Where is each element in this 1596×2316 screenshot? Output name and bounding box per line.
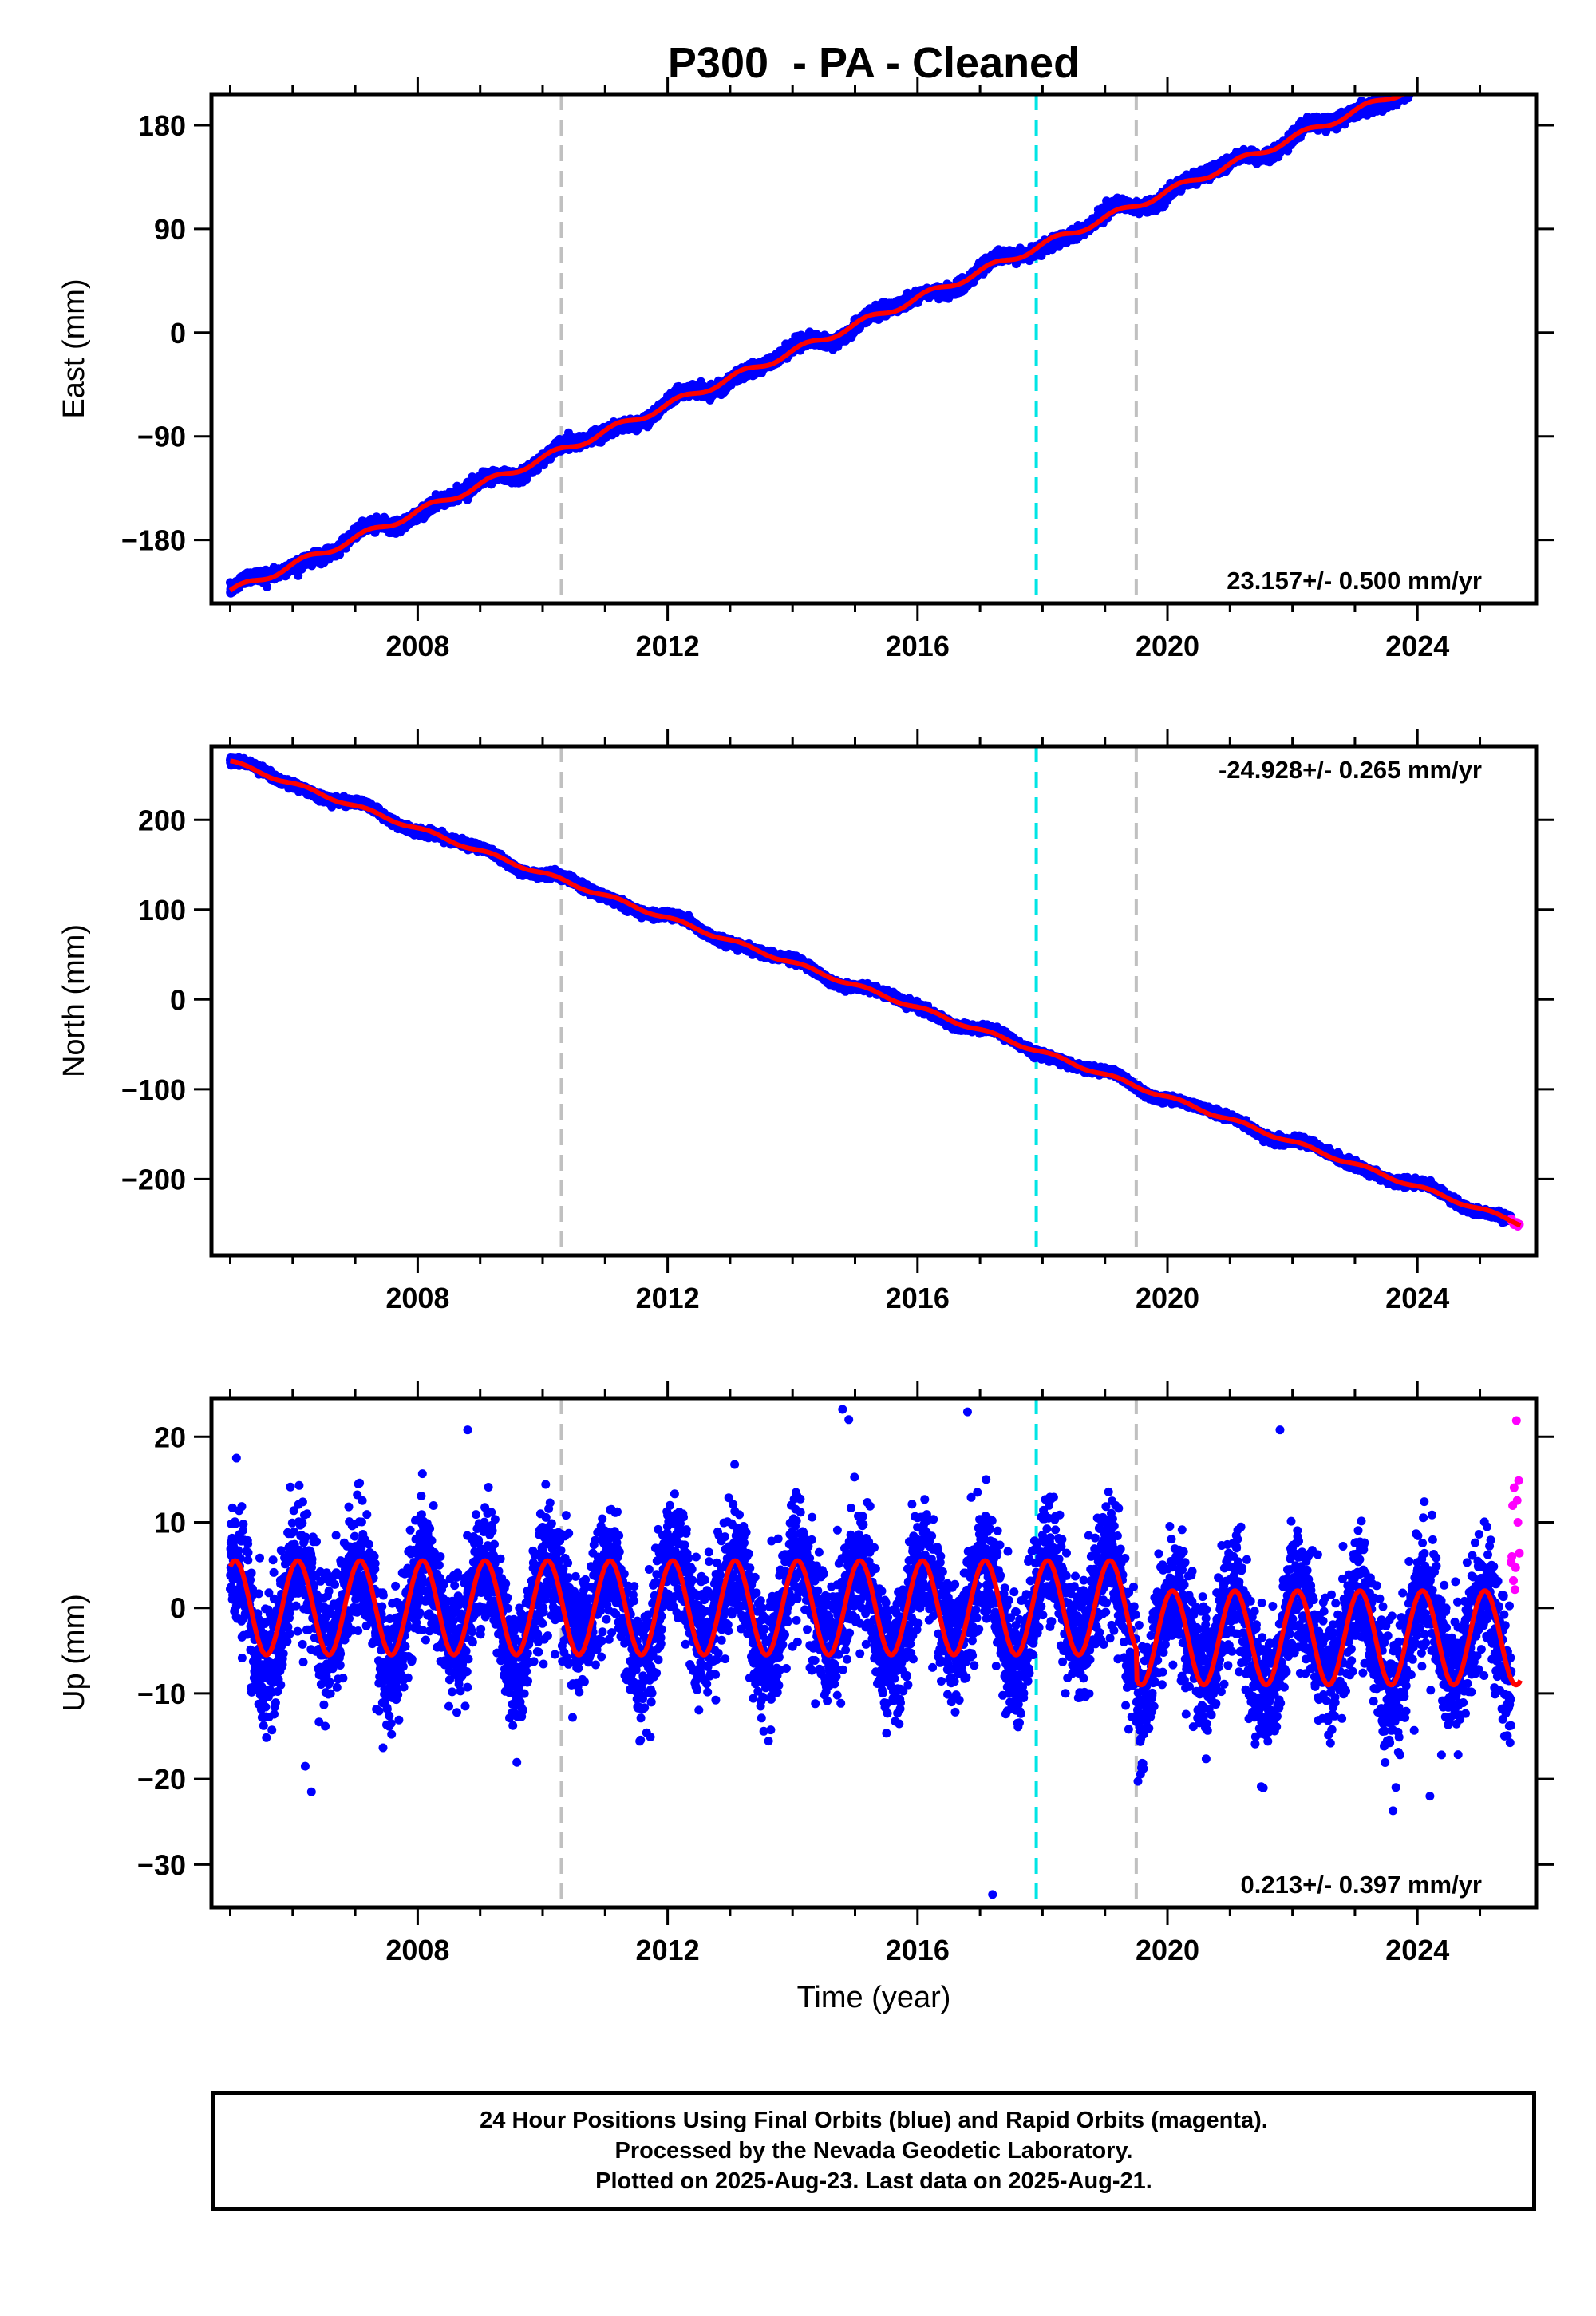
east-final-point [294, 571, 303, 580]
east-final-point [263, 582, 271, 591]
east-plot-area [226, 94, 1415, 603]
plot-title: P300 - PA - Cleaned [668, 39, 1080, 87]
